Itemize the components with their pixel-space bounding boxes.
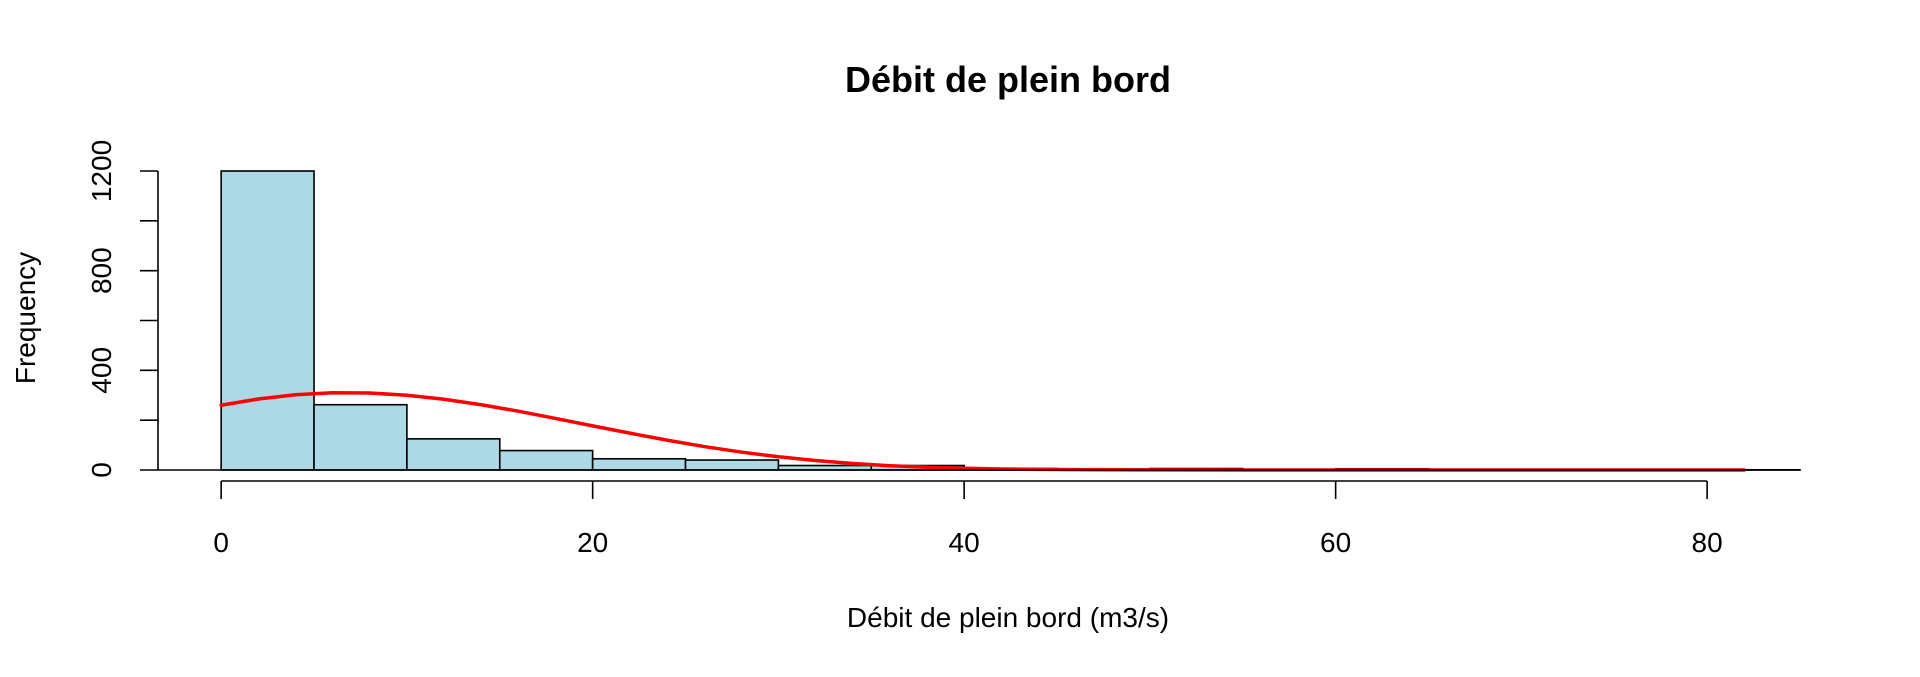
histogram-bar bbox=[686, 460, 779, 470]
y-tick-label: 0 bbox=[86, 462, 117, 478]
x-tick-label: 20 bbox=[577, 527, 608, 558]
histogram-bar bbox=[314, 405, 407, 470]
x-tick-label: 40 bbox=[949, 527, 980, 558]
histogram-bar bbox=[593, 459, 686, 470]
histogram-bar bbox=[500, 451, 593, 470]
y-tick-label: 400 bbox=[86, 347, 117, 394]
x-tick-label: 0 bbox=[213, 527, 229, 558]
x-axis-label: Débit de plein bord (m3/s) bbox=[847, 602, 1169, 633]
bars-layer bbox=[221, 171, 1800, 470]
y-axis-label: Frequency bbox=[10, 252, 41, 384]
y-tick-label: 800 bbox=[86, 247, 117, 294]
chart-title: Débit de plein bord bbox=[845, 59, 1171, 100]
histogram-bar bbox=[221, 171, 314, 470]
x-tick-label: 80 bbox=[1692, 527, 1723, 558]
x-axis: 0 20 40 60 80 bbox=[213, 481, 1722, 558]
histogram-bar bbox=[407, 439, 500, 470]
x-tick-label: 60 bbox=[1320, 527, 1351, 558]
y-tick-label: 1200 bbox=[86, 140, 117, 202]
